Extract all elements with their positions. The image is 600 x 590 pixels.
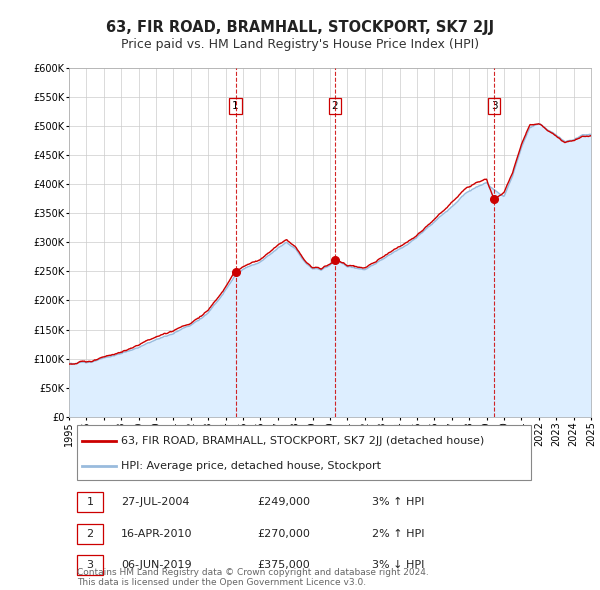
Text: 2% ↑ HPI: 2% ↑ HPI [372,529,424,539]
Text: Contains HM Land Registry data © Crown copyright and database right 2024.
This d: Contains HM Land Registry data © Crown c… [77,568,428,587]
Text: HPI: Average price, detached house, Stockport: HPI: Average price, detached house, Stoc… [121,461,381,471]
Bar [77,491,103,512]
Text: £249,000: £249,000 [257,497,310,507]
Text: 3: 3 [86,560,94,570]
Text: 63, FIR ROAD, BRAMHALL, STOCKPORT, SK7 2JJ (detached house): 63, FIR ROAD, BRAMHALL, STOCKPORT, SK7 2… [121,435,484,445]
Bar [77,524,103,545]
Text: 1: 1 [86,497,94,507]
Text: Price paid vs. HM Land Registry's House Price Index (HPI): Price paid vs. HM Land Registry's House … [121,38,479,51]
Text: £270,000: £270,000 [257,529,310,539]
Text: 3% ↑ HPI: 3% ↑ HPI [372,497,424,507]
Text: 2: 2 [332,101,338,111]
Text: £375,000: £375,000 [257,560,310,570]
Text: 16-APR-2010: 16-APR-2010 [121,529,193,539]
Text: 1: 1 [232,101,239,111]
Text: 3: 3 [491,101,497,111]
Text: 63, FIR ROAD, BRAMHALL, STOCKPORT, SK7 2JJ: 63, FIR ROAD, BRAMHALL, STOCKPORT, SK7 2… [106,20,494,35]
Text: 27-JUL-2004: 27-JUL-2004 [121,497,190,507]
Text: 06-JUN-2019: 06-JUN-2019 [121,560,192,570]
Text: 2: 2 [86,529,94,539]
Bar [77,425,531,480]
Bar [77,555,103,575]
Text: 3% ↓ HPI: 3% ↓ HPI [372,560,424,570]
